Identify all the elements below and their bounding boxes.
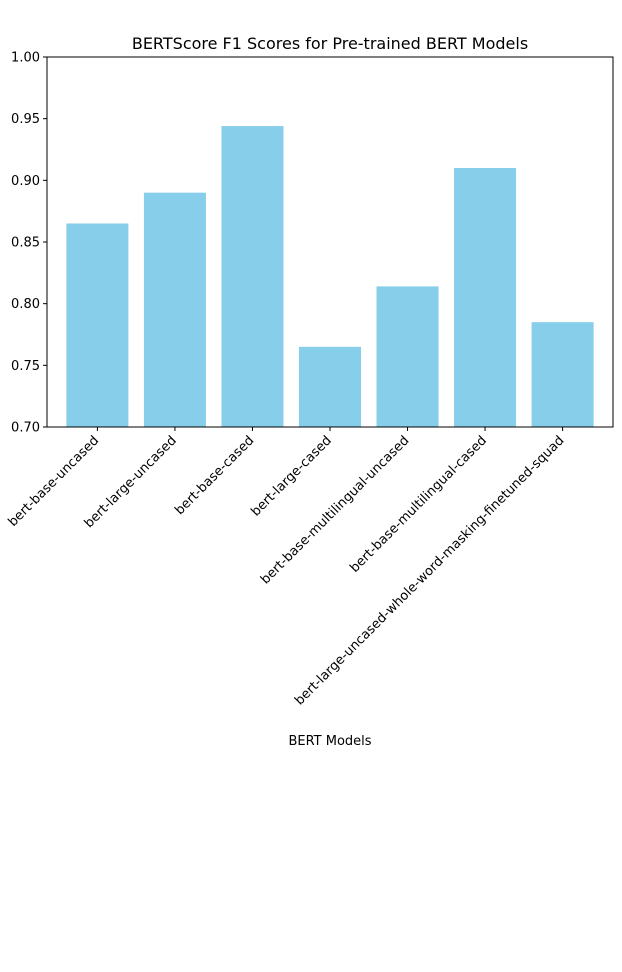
- bar-series: [66, 126, 594, 427]
- bar: [143, 192, 206, 427]
- bar: [66, 223, 129, 427]
- bar: [454, 168, 517, 427]
- y-tick-label: 1.00: [11, 51, 40, 66]
- x-tick-label: bert-large-uncased-whole-word-masking-fi…: [292, 433, 567, 708]
- y-tick-label: 0.80: [11, 297, 40, 312]
- x-tick-label: bert-base-cased: [172, 433, 257, 518]
- x-tick-label: bert-base-multilingual-uncased: [258, 433, 412, 587]
- x-axis-label: BERT Models: [288, 734, 371, 749]
- y-tick-label: 0.85: [11, 236, 40, 251]
- x-tick-label: bert-base-multilingual-cased: [347, 433, 490, 576]
- y-tick-label: 0.95: [11, 112, 40, 127]
- chart-title: BERTScore F1 Scores for Pre-trained BERT…: [132, 34, 528, 53]
- y-tick-label: 0.70: [11, 421, 40, 436]
- bar: [221, 126, 284, 427]
- x-tick-label: bert-large-cased: [248, 433, 334, 519]
- bar: [531, 322, 594, 427]
- bar: [376, 286, 439, 427]
- y-tick-label: 0.90: [11, 174, 40, 189]
- x-axis: bert-base-uncasedbert-large-uncasedbert-…: [6, 427, 567, 708]
- y-tick-label: 0.75: [11, 359, 40, 374]
- y-axis: 0.70 0.75 0.80 0.85 0.90 0.95 1.00: [11, 51, 47, 436]
- bar: [298, 346, 362, 427]
- plot-frame: [46, 56, 614, 428]
